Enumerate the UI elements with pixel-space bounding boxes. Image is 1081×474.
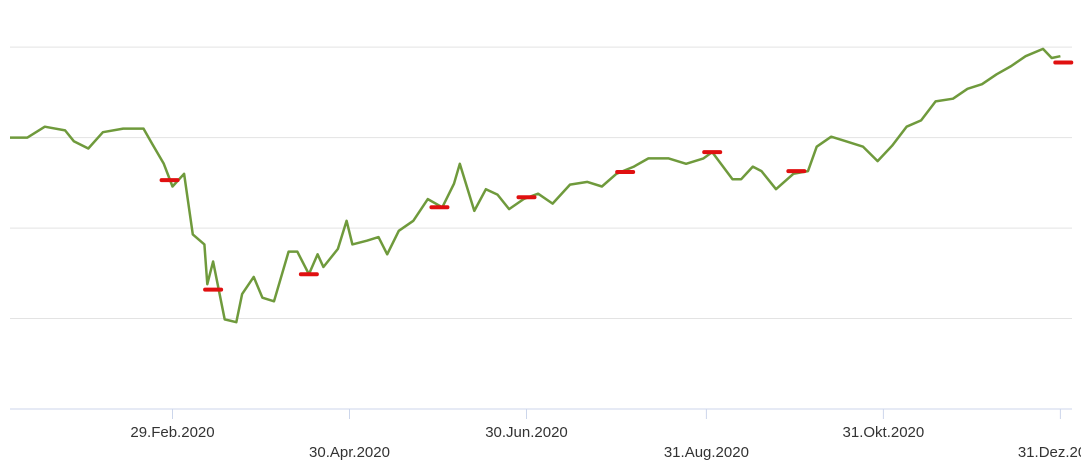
x-tick-label: 31.Okt.2020: [843, 424, 925, 441]
x-tick-label: 29.Feb.2020: [130, 424, 214, 441]
line: [10, 47, 1061, 324]
x-tick-label: 31.Dez.2020: [1018, 444, 1081, 461]
x-tick-label: 31.Aug.2020: [664, 444, 749, 461]
x-tick-label: 30.Jun.2020: [485, 424, 568, 441]
x-tick-label: 30.Apr.2020: [309, 444, 390, 461]
